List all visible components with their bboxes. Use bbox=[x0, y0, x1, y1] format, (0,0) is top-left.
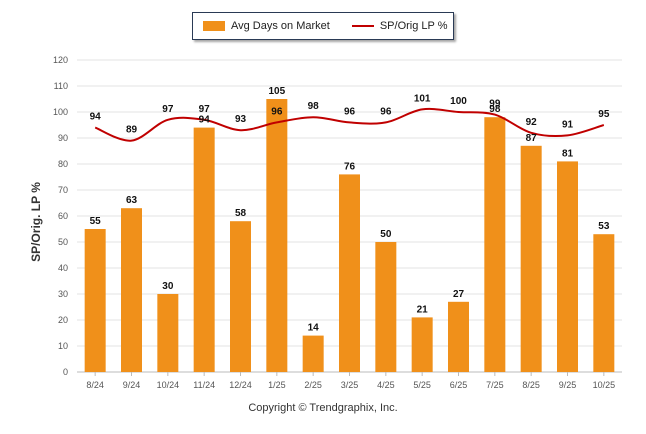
bar-value-label: 105 bbox=[268, 86, 285, 97]
y-tick-label: 50 bbox=[58, 237, 68, 247]
bar-value-label: 21 bbox=[417, 304, 429, 315]
line-value-label: 91 bbox=[562, 119, 574, 130]
bar-series bbox=[84, 99, 615, 372]
bar-1/25[interactable] bbox=[266, 99, 288, 372]
y-axis-ticks: 0 10 20 30 40 50 60 70 80 90 100 110 120 bbox=[53, 55, 68, 377]
x-tick-label: 4/25 bbox=[377, 380, 395, 390]
legend-item-bar[interactable]: Avg Days on Market bbox=[203, 20, 330, 32]
line-value-label: 99 bbox=[489, 99, 501, 110]
bar-value-label: 87 bbox=[526, 133, 538, 144]
x-tick-label: 5/25 bbox=[413, 380, 431, 390]
line-value-label: 100 bbox=[450, 96, 467, 107]
bar-7/25[interactable] bbox=[484, 117, 506, 372]
x-tick-label: 7/25 bbox=[486, 380, 504, 390]
line-value-label: 95 bbox=[598, 109, 610, 120]
bar-10/25[interactable] bbox=[593, 234, 615, 372]
line-value-label: 96 bbox=[271, 106, 283, 117]
bar-10/24[interactable] bbox=[157, 294, 179, 372]
line-value-label: 97 bbox=[199, 104, 211, 115]
y-tick-label: 10 bbox=[58, 341, 68, 351]
y-tick-label: 120 bbox=[53, 55, 68, 65]
bar-value-label: 76 bbox=[344, 161, 356, 172]
bar-value-label: 63 bbox=[126, 195, 138, 206]
bar-6/25[interactable] bbox=[448, 301, 469, 372]
line-series bbox=[94, 107, 605, 142]
line-value-label: 97 bbox=[162, 104, 174, 115]
y-tick-label: 30 bbox=[58, 289, 68, 299]
legend: Avg Days on Market SP/Orig LP % bbox=[192, 12, 454, 40]
x-tick-label: 1/25 bbox=[268, 380, 286, 390]
y-tick-label: 40 bbox=[58, 263, 68, 273]
bar-value-label: 98 bbox=[489, 104, 501, 115]
copyright: Copyright © Trendgraphix, Inc. bbox=[248, 402, 398, 414]
x-tick-label: 8/25 bbox=[522, 380, 540, 390]
line-value-label: 98 bbox=[308, 101, 320, 112]
bar-value-label: 94 bbox=[199, 115, 211, 126]
bar-2/25[interactable] bbox=[302, 335, 324, 372]
bar-8/24[interactable] bbox=[84, 229, 106, 372]
x-axis-ticks: 8/24 9/24 10/24 11/24 12/24 1/25 2/25 3/25 4/25 5… bbox=[86, 372, 615, 390]
bar-12/24[interactable] bbox=[230, 221, 251, 372]
line-value-label: 94 bbox=[90, 112, 102, 123]
x-tick-label: 3/25 bbox=[341, 380, 359, 390]
line-value-label: 96 bbox=[344, 106, 356, 117]
line-swatch bbox=[351, 25, 374, 27]
bar-9/24[interactable] bbox=[121, 208, 142, 372]
x-tick-label: 9/25 bbox=[559, 380, 577, 390]
legend-bar-label: Avg Days on Market bbox=[231, 20, 330, 32]
bar-value-label: 50 bbox=[380, 229, 392, 240]
x-tick-label: 10/24 bbox=[157, 380, 180, 390]
bar-swatch bbox=[203, 21, 225, 31]
y-tick-label: 20 bbox=[58, 315, 68, 325]
legend-line-label: SP/Orig LP % bbox=[379, 20, 448, 32]
bar-4/25[interactable] bbox=[375, 242, 397, 372]
x-tick-label: 2/25 bbox=[304, 380, 322, 390]
x-tick-label: 6/25 bbox=[450, 380, 468, 390]
line-value-label: 89 bbox=[126, 125, 138, 136]
bar-value-label: 14 bbox=[308, 323, 320, 334]
x-tick-label: 11/24 bbox=[193, 380, 215, 390]
y-tick-label: 0 bbox=[63, 367, 68, 377]
x-tick-label: 10/25 bbox=[593, 380, 616, 390]
bar-3/25[interactable] bbox=[339, 174, 360, 372]
bar-value-label: 53 bbox=[598, 221, 610, 232]
y-tick-label: 110 bbox=[54, 81, 68, 91]
legend-item-line[interactable]: SP/Orig LP % bbox=[340, 20, 448, 32]
bar-value-label: 55 bbox=[90, 216, 102, 227]
bar-value-label: 81 bbox=[562, 148, 574, 159]
x-tick-label: 9/24 bbox=[123, 380, 141, 390]
bar-value-label: 58 bbox=[235, 208, 247, 219]
line-value-label: 92 bbox=[526, 117, 538, 128]
line-labels: 94 89 97 97 93 96 98 96 96 101 100 99 92 91 95 bbox=[90, 93, 610, 135]
bar-9/25[interactable] bbox=[557, 161, 578, 372]
line-value-label: 93 bbox=[235, 114, 247, 125]
bar-labels: 55 63 30 94 58 105 14 76 50 21 27 98 87 81 53 bbox=[90, 86, 610, 334]
y-tick-label: 60 bbox=[58, 211, 68, 221]
bar-value-label: 30 bbox=[162, 281, 174, 292]
y-tick-label: 70 bbox=[58, 185, 68, 195]
bar-value-label: 27 bbox=[453, 289, 465, 300]
line-value-label: 101 bbox=[414, 93, 431, 104]
bar-5/25[interactable] bbox=[411, 317, 433, 372]
y-axis-label: SP/Orig. LP % bbox=[29, 182, 43, 262]
x-tick-label: 8/24 bbox=[86, 380, 104, 390]
y-tick-label: 80 bbox=[58, 159, 68, 169]
y-tick-label: 90 bbox=[58, 133, 68, 143]
line-value-label: 96 bbox=[380, 106, 392, 117]
bar-8/25[interactable] bbox=[520, 145, 542, 372]
x-tick-label: 12/24 bbox=[229, 380, 252, 390]
bar-11/24[interactable] bbox=[193, 127, 215, 372]
y-tick-label: 100 bbox=[53, 107, 68, 117]
